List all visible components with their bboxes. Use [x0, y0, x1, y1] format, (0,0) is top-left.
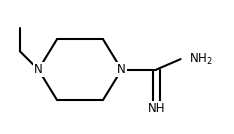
Text: NH: NH — [148, 103, 165, 116]
Text: NH$_2$: NH$_2$ — [189, 52, 212, 67]
Text: N: N — [117, 63, 126, 76]
Text: N: N — [34, 63, 43, 76]
